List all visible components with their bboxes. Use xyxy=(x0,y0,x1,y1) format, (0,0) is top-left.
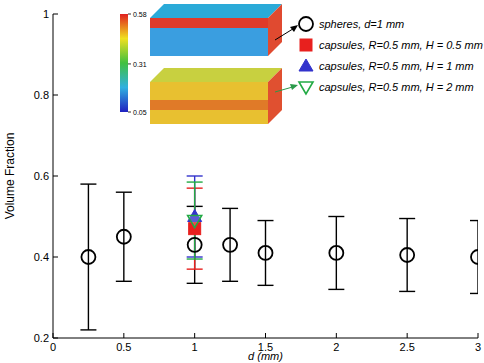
error-bar xyxy=(80,184,96,330)
series xyxy=(80,184,478,330)
x-tick-label: 3 xyxy=(475,341,481,353)
error-cap xyxy=(187,181,203,182)
point xyxy=(117,230,131,244)
error-bar xyxy=(328,217,344,290)
packing-layer xyxy=(150,100,268,110)
error-cap xyxy=(328,289,344,290)
legend-marker xyxy=(299,59,313,71)
error-cap xyxy=(258,285,274,286)
x-tick xyxy=(194,333,195,338)
point xyxy=(329,246,343,260)
y-tick-label: 0.4 xyxy=(34,251,49,263)
error-bar xyxy=(258,221,274,286)
legend-marker xyxy=(300,39,312,51)
packing-render xyxy=(150,68,282,124)
y-tick-label: 0.8 xyxy=(34,89,49,101)
point xyxy=(188,238,202,252)
error-cap xyxy=(258,220,274,221)
error-cap xyxy=(187,283,203,284)
x-tick xyxy=(407,333,408,338)
x-tick xyxy=(478,333,479,338)
colorbar-tick-label: 0.05 xyxy=(133,109,147,116)
y-axis-label: Volume Fraction xyxy=(3,133,17,220)
x-tick-label: 1 xyxy=(192,341,198,353)
colorbar-tick xyxy=(128,14,131,15)
legend-label: spheres, d=1 mm xyxy=(319,18,404,30)
plot-area xyxy=(80,176,478,330)
error-bar xyxy=(187,206,203,283)
x-tick xyxy=(265,333,266,338)
error-cap xyxy=(470,293,478,294)
y-tick-label: 1 xyxy=(43,8,49,20)
error-cap xyxy=(222,281,238,282)
error-cap xyxy=(187,268,203,269)
y-tick-label: 0.6 xyxy=(34,170,49,182)
error-bar xyxy=(116,192,132,281)
y-tick xyxy=(53,176,58,177)
point xyxy=(188,216,202,228)
y-tick-label: 0.2 xyxy=(34,332,49,344)
point xyxy=(81,250,95,264)
colorbar-tick-label: 0.58 xyxy=(133,11,147,18)
error-cap xyxy=(80,183,96,184)
error-cap xyxy=(80,329,96,330)
legend-label: capsules, R=0.5 mm, H = 1 mm xyxy=(319,60,474,72)
colorbar-tick xyxy=(128,112,131,113)
legend-label: capsules, R=0.5 mm, H = 0.5 mm xyxy=(319,39,483,51)
error-cap xyxy=(399,291,415,292)
point xyxy=(259,246,273,260)
error-bar xyxy=(399,219,415,292)
error-cap xyxy=(116,191,132,192)
colorbar xyxy=(120,14,128,112)
series-markers xyxy=(188,216,202,228)
x-tick xyxy=(53,333,54,338)
legend-marker xyxy=(299,82,313,94)
arrow-head xyxy=(290,84,298,90)
legend-marker xyxy=(299,17,313,31)
error-bar xyxy=(187,182,203,259)
error-cap xyxy=(187,175,203,176)
packing-render xyxy=(150,4,282,56)
y-tick xyxy=(53,95,58,96)
x-tick xyxy=(336,333,337,338)
point xyxy=(400,248,414,262)
error-cap xyxy=(116,281,132,282)
legend-label: capsules, R=0.5 mm, H = 2 mm xyxy=(319,81,474,93)
x-tick-label: 0.5 xyxy=(116,341,131,353)
x-tick-label: 2.5 xyxy=(400,341,415,353)
chart: 00.511.522.530.20.40.60.81d (mm)Volume F… xyxy=(0,0,484,363)
error-cap xyxy=(187,258,203,259)
packing-layer xyxy=(150,18,268,28)
colorbar-tick xyxy=(128,63,131,64)
y-tick xyxy=(53,257,58,258)
point xyxy=(471,250,478,264)
error-cap xyxy=(470,220,478,221)
y-tick xyxy=(53,14,58,15)
arrow-head xyxy=(290,25,298,32)
series-markers xyxy=(81,230,478,264)
error-cap xyxy=(399,218,415,219)
colorbar-tick-label: 0.31 xyxy=(133,61,147,68)
x-axis-label: d (mm) xyxy=(248,350,283,362)
x-tick-label: 0 xyxy=(50,341,56,353)
error-cap xyxy=(328,216,344,217)
x-tick xyxy=(123,333,124,338)
x-tick-label: 2 xyxy=(333,341,339,353)
error-bar xyxy=(470,221,478,294)
legend: spheres, d=1 mm capsules, R=0.5 mm, H = 0… xyxy=(299,17,483,94)
y-tick xyxy=(53,338,58,339)
error-bar xyxy=(222,208,238,281)
point xyxy=(223,238,237,252)
error-cap xyxy=(222,208,238,209)
series xyxy=(187,182,203,259)
